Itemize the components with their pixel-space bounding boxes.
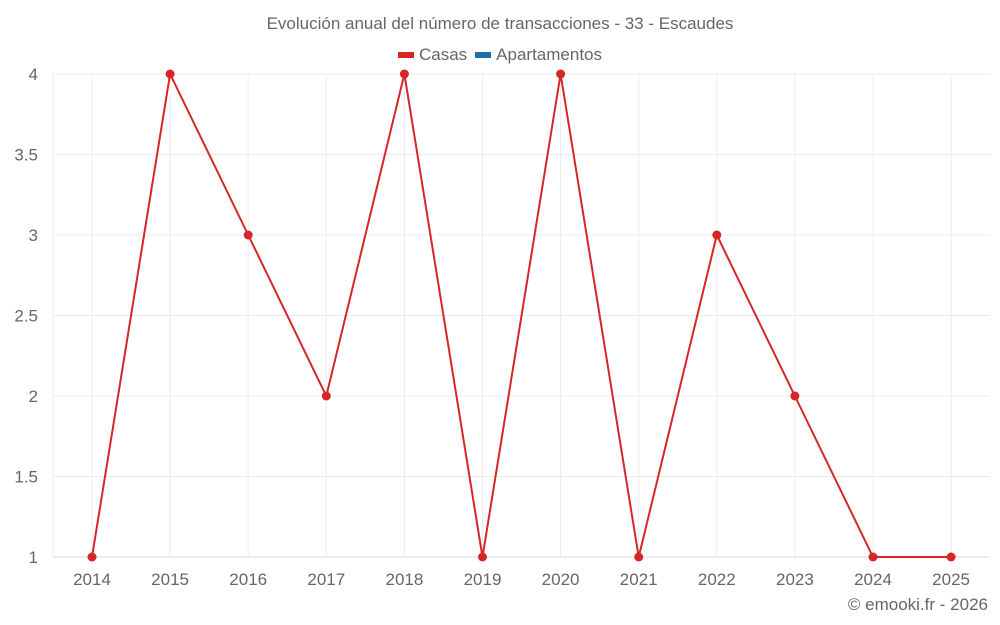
data-point[interactable] <box>556 69 566 79</box>
y-tick-label: 4 <box>29 65 38 84</box>
data-point[interactable] <box>946 552 956 562</box>
data-point[interactable] <box>87 552 97 562</box>
y-tick-label: 3 <box>29 226 38 245</box>
x-tick-label: 2023 <box>776 570 814 589</box>
x-tick-label: 2022 <box>698 570 736 589</box>
y-tick-label: 3.5 <box>14 146 38 165</box>
legend-label-casas: Casas <box>418 45 468 64</box>
legend-label-apartamentos: Apartamentos <box>496 45 603 64</box>
grid-lines <box>52 73 990 558</box>
data-point[interactable] <box>868 552 878 562</box>
x-tick-label: 2017 <box>307 570 345 589</box>
x-tick-label: 2025 <box>932 570 970 589</box>
credit-text: © emooki.fr - 2026 <box>847 595 988 614</box>
y-tick-label: 2 <box>29 387 38 406</box>
legend-swatch-apartamentos <box>475 52 492 58</box>
legend-swatch-casas <box>397 52 414 58</box>
legend-item-apartamentos[interactable]: Apartamentos <box>475 45 602 65</box>
axis-labels: 1 1.5 2 2.5 3 3.5 4 2014 2015 2016 2017 2018 2019 202… <box>14 65 970 589</box>
y-tick-label: 1.5 <box>14 468 38 487</box>
x-tick-label: 2014 <box>73 570 111 589</box>
data-point[interactable] <box>243 230 253 240</box>
x-tick-label: 2019 <box>464 570 502 589</box>
data-point[interactable] <box>790 391 800 401</box>
x-tick-label: 2020 <box>542 570 580 589</box>
y-tick-label: 2.5 <box>14 307 38 326</box>
series-casas <box>87 69 956 562</box>
legend: Casas Apartamentos <box>0 45 1000 65</box>
x-tick-label: 2018 <box>385 570 423 589</box>
line-casas <box>91 70 952 558</box>
data-point[interactable] <box>478 552 487 562</box>
chart-title: Evolución anual del número de transaccio… <box>266 14 734 33</box>
x-tick-label: 2021 <box>620 570 658 589</box>
data-point[interactable] <box>712 230 722 240</box>
x-tick-label: 2015 <box>151 570 189 589</box>
data-point[interactable] <box>321 391 331 401</box>
x-tick-label: 2024 <box>854 570 892 589</box>
data-point[interactable] <box>165 69 175 79</box>
legend-item-casas[interactable]: Casas <box>397 45 468 65</box>
data-point[interactable] <box>634 552 644 562</box>
x-tick-label: 2016 <box>229 570 267 589</box>
y-tick-label: 1 <box>29 548 38 567</box>
data-point[interactable] <box>399 69 409 79</box>
